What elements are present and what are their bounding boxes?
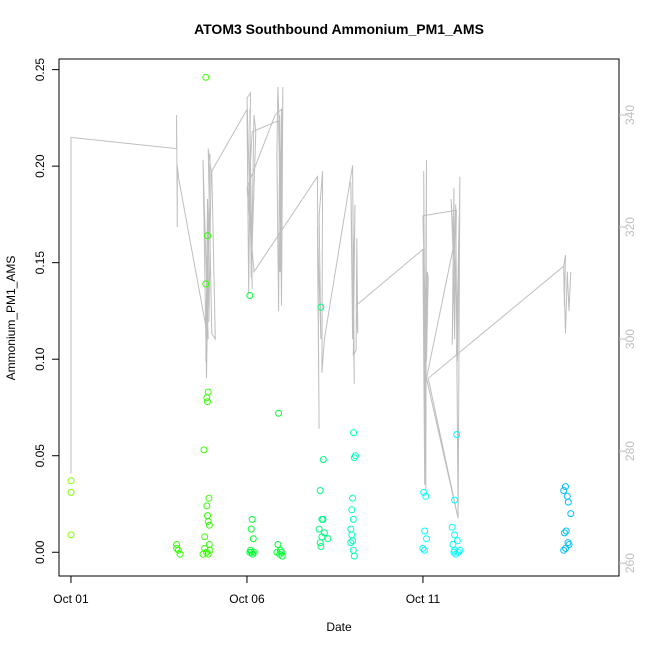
data-point-2-10 bbox=[274, 541, 282, 548]
y-tick-label-3: 0.15 bbox=[33, 251, 47, 275]
y-tick-label-1: 0.05 bbox=[33, 444, 47, 468]
data-point-4-11 bbox=[350, 552, 358, 560]
data-point-6-0 bbox=[562, 483, 569, 491]
data-point-1-22 bbox=[206, 546, 214, 554]
data-point-5-2 bbox=[421, 527, 429, 535]
data-point-3-8 bbox=[317, 543, 325, 550]
secondary-series-line bbox=[70, 86, 572, 519]
data-point-1-3 bbox=[176, 550, 184, 558]
data-point-4-2 bbox=[350, 454, 358, 462]
data-point-1-15 bbox=[205, 521, 213, 529]
data-point-5-15 bbox=[456, 546, 464, 554]
y-axis-title: Ammonium_PM1_AMS bbox=[4, 256, 18, 381]
data-point-3-0 bbox=[317, 303, 325, 311]
data-point-1-1 bbox=[173, 544, 181, 552]
data-point-4-8 bbox=[349, 537, 357, 545]
data-point-4-4 bbox=[348, 506, 356, 514]
data-point-6-6 bbox=[560, 529, 568, 537]
data-point-0-1 bbox=[67, 488, 75, 496]
data-point-5-6 bbox=[453, 431, 461, 438]
x-tick-label-2: Oct 11 bbox=[406, 592, 441, 606]
data-point-1-6 bbox=[202, 280, 210, 288]
data-point-1-10 bbox=[200, 446, 208, 454]
data-point-1-16 bbox=[201, 533, 209, 541]
data-point-5-4 bbox=[419, 544, 427, 552]
data-point-4-9 bbox=[347, 539, 355, 547]
y2-tick-label-4: 340 bbox=[623, 105, 637, 125]
x-tick-label-1: Oct 06 bbox=[229, 592, 265, 606]
y-tick-label-0: 0.00 bbox=[33, 540, 47, 564]
data-point-3-10 bbox=[324, 535, 332, 543]
data-point-1-12 bbox=[203, 502, 211, 510]
data-point-6-5 bbox=[562, 527, 570, 535]
data-point-1-19 bbox=[203, 548, 210, 556]
y2-tick-label-3: 320 bbox=[623, 217, 637, 237]
y-tick-label-5: 0.25 bbox=[33, 58, 47, 82]
chart-title: ATOM3 Southbound Ammonium_PM1_AMS bbox=[194, 21, 484, 37]
data-point-1-14 bbox=[204, 517, 212, 525]
data-point-5-16 bbox=[450, 548, 458, 556]
x-axis-title: Date bbox=[326, 620, 352, 634]
data-point-4-3 bbox=[349, 494, 357, 502]
data-point-2-1 bbox=[248, 515, 256, 523]
data-point-1-4 bbox=[202, 73, 210, 81]
data-point-1-5 bbox=[204, 232, 211, 240]
data-point-3-5 bbox=[315, 525, 323, 533]
data-point-0-0 bbox=[67, 477, 75, 485]
data-point-0-2 bbox=[67, 531, 75, 539]
data-point-1-2 bbox=[174, 546, 182, 554]
data-point-5-14 bbox=[452, 550, 460, 558]
data-point-4-0 bbox=[350, 429, 358, 437]
data-point-2-8 bbox=[246, 548, 254, 556]
data-point-3-7 bbox=[316, 539, 324, 547]
y2-tick-label-0: 260 bbox=[623, 553, 637, 573]
data-point-5-7 bbox=[451, 496, 459, 504]
data-point-3-1 bbox=[319, 456, 327, 464]
data-point-2-7 bbox=[250, 548, 258, 556]
data-point-3-4 bbox=[319, 515, 327, 523]
data-point-3-2 bbox=[316, 487, 324, 494]
data-point-3-9 bbox=[320, 529, 328, 537]
data-point-6-1 bbox=[560, 487, 568, 494]
data-point-5-8 bbox=[448, 523, 456, 531]
data-point-5-5 bbox=[420, 546, 428, 554]
plot-frame bbox=[58, 58, 620, 577]
data-point-5-9 bbox=[451, 531, 459, 539]
data-point-2-0 bbox=[246, 292, 254, 299]
data-point-6-4 bbox=[567, 510, 575, 518]
plot-area: Oct 01 Oct 06 Oct 11 0.00 0.05 0.10 0.15 0.20 0.… bbox=[33, 58, 637, 606]
data-point-1-20 bbox=[204, 550, 212, 558]
data-point-1-8 bbox=[204, 398, 211, 406]
data-point-5-0 bbox=[420, 488, 428, 496]
data-point-5-10 bbox=[453, 537, 461, 545]
data-point-6-8 bbox=[565, 541, 573, 548]
x-tick-label-0: Oct 01 bbox=[53, 592, 89, 606]
data-point-6-9 bbox=[562, 544, 569, 552]
y-tick-label-4: 0.20 bbox=[33, 154, 47, 178]
y2-tick-label-1: 280 bbox=[623, 441, 637, 461]
data-point-1-11 bbox=[205, 494, 213, 502]
data-point-2-15 bbox=[276, 546, 284, 554]
data-point-1-21 bbox=[199, 550, 207, 558]
y-tick-label-2: 0.10 bbox=[33, 347, 47, 371]
data-point-1-9 bbox=[204, 388, 212, 396]
data-point-4-5 bbox=[349, 515, 357, 523]
data-point-5-1 bbox=[422, 492, 430, 500]
y2-tick-label-2: 300 bbox=[623, 329, 637, 349]
data-point-6-3 bbox=[564, 498, 572, 506]
data-point-2-3 bbox=[249, 535, 257, 543]
data-point-6-10 bbox=[560, 546, 568, 554]
data-point-2-2 bbox=[247, 525, 255, 533]
data-point-2-9 bbox=[275, 409, 283, 417]
data-point-5-3 bbox=[423, 535, 430, 543]
